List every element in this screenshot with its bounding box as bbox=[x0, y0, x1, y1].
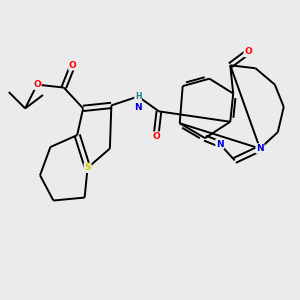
Text: N: N bbox=[134, 103, 142, 112]
Text: H: H bbox=[135, 92, 141, 101]
Text: O: O bbox=[244, 47, 252, 56]
Text: N: N bbox=[256, 144, 264, 153]
Text: O: O bbox=[33, 80, 41, 89]
Text: O: O bbox=[69, 61, 76, 70]
Text: S: S bbox=[84, 163, 91, 172]
Text: O: O bbox=[152, 132, 160, 141]
Text: N: N bbox=[216, 140, 224, 148]
